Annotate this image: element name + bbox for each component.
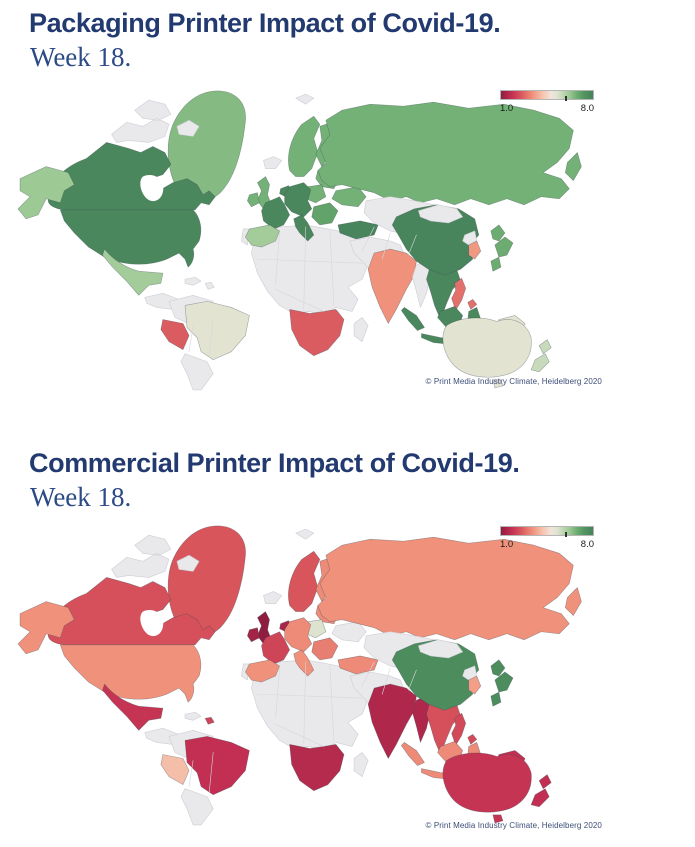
country-argentina-chile [180,788,214,826]
country-cuba [184,276,202,286]
country-svalbard [295,528,315,540]
page-title-commercial: Commercial Printer Impact of Covid-19. [29,448,520,478]
country-spain [245,224,280,248]
country-brazil [184,736,250,796]
country-new-zealand [530,339,552,373]
country-brazil [184,301,250,361]
country-peru [160,754,190,785]
color-scale-legend: 1.0 8.0 [500,90,594,114]
world-map-commercial [16,517,680,829]
country-france [261,196,290,230]
country-usa [59,644,202,703]
legend-max-label: 8.0 [580,539,594,550]
legend-max-label: 8.0 [580,103,594,114]
country-svalbard [295,93,315,105]
country-scandinavia [288,550,321,612]
legend-min-label: 1.0 [500,103,514,114]
legend-tick-mark [565,532,567,537]
country-central-europe [284,182,313,218]
country-japan [490,224,514,272]
country-iceland [263,156,282,169]
country-balkans [311,637,339,661]
country-philippines [451,712,478,746]
country-canada [47,142,216,211]
country-greenland [167,525,246,637]
country-south-korea [468,240,482,260]
country-mexico [102,683,164,731]
country-turkey [337,220,379,240]
country-dominican-republic [204,716,215,725]
country-balkans [311,202,339,226]
country-mexico [102,248,164,296]
country-new-zealand [530,774,552,808]
legend-gradient-bar [500,526,594,537]
country-argentina-chile [180,353,214,391]
country-italy [293,649,315,677]
country-ireland [247,192,260,208]
country-dominican-republic [204,281,215,290]
country-canada-islands [111,99,200,143]
page-title-packaging: Packaging Printer Impact of Covid-19. [29,8,501,38]
page-subtitle-week: Week 18. [30,482,132,512]
country-canada-islands [111,534,200,578]
country-russia [317,536,582,641]
country-italy [293,214,315,242]
country-mongolia [418,639,463,659]
country-central-europe [284,617,313,653]
country-alaska [17,601,75,655]
country-japan [490,659,514,707]
country-mongolia [418,204,463,224]
country-hudson-bay [140,175,164,202]
country-iceland [263,591,282,604]
country-peru [160,319,190,350]
legend-tick-mark [565,96,567,101]
country-hudson-bay [140,610,164,637]
country-australia [442,752,532,824]
country-madagascar [353,752,369,777]
country-spain [245,659,280,683]
country-russia [317,101,582,206]
country-alaska [17,166,75,220]
country-india [367,248,417,324]
page-subtitle-week: Week 18. [30,42,132,72]
color-scale-legend: 1.0 8.0 [500,526,594,550]
country-australia [442,317,532,389]
legend-gradient-bar [500,90,594,101]
country-scandinavia [288,115,321,177]
country-turkey [337,655,379,675]
legend-min-label: 1.0 [500,539,514,550]
country-africa-north [251,224,371,316]
country-southern-africa [289,744,345,792]
country-southern-africa [289,309,345,357]
copyright-note: © Print Media Industry Climate, Heidelbe… [425,821,602,830]
world-map-packaging [16,82,680,394]
country-south-korea [468,675,482,695]
country-greenland [167,90,246,202]
country-ireland [247,627,260,643]
country-africa-north [251,659,371,751]
country-india [367,683,417,759]
copyright-note: © Print Media Industry Climate, Heidelbe… [425,377,602,386]
country-france [261,631,290,665]
country-usa [59,209,202,268]
country-canada [47,577,216,646]
country-cuba [184,711,202,721]
country-madagascar [353,317,369,342]
country-philippines [451,277,478,311]
